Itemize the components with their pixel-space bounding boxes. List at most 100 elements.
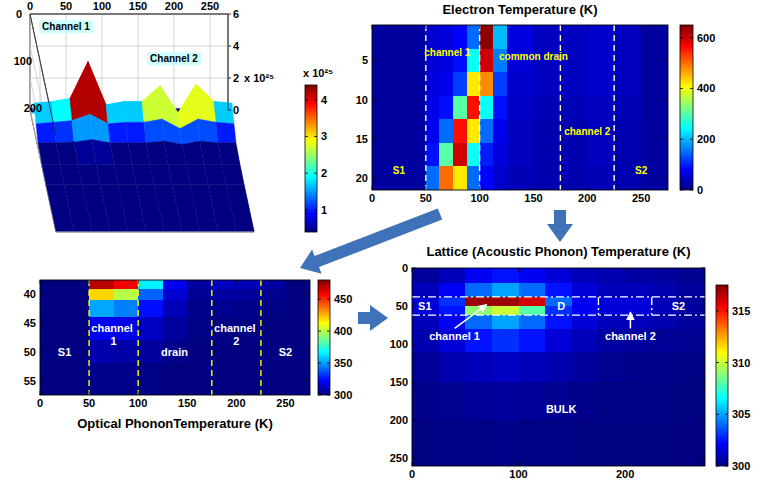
x-tick-label: 200 [227,397,245,409]
heat-cell [439,25,454,49]
heat-cell [285,363,310,395]
heat-cell [614,119,642,143]
y-tick [664,178,668,179]
heat-cell [453,166,468,190]
heat-cell [641,119,668,143]
heat-cell [545,268,572,284]
heat-cell [412,315,439,329]
surface-patch [180,119,200,144]
y-tick [372,60,376,61]
x-tick [518,268,519,272]
heat-cell [399,119,427,143]
heat-cell [587,96,615,120]
y-tick-label: 0 [402,262,408,274]
x-tick-label: 200 [165,0,183,12]
heat-cell [261,289,286,301]
heat-cell [439,119,454,143]
heat-cell [212,289,237,301]
x-tick [412,462,413,466]
heat-cell [641,143,668,167]
colorbar-tick [318,395,321,396]
heat-cell [625,420,652,466]
heat-cell [89,300,114,318]
heat-cell [598,268,625,284]
heat-cell [587,72,615,96]
heat-cell [519,420,546,466]
y-tick-label: 10 [356,94,368,106]
heat-cell [492,268,519,284]
x-tick-label: 200 [616,468,634,480]
y-tick [372,138,376,139]
annotation: Channel 2 [150,53,198,64]
colorbar-tick-label: 1 [321,204,327,216]
y-tick [701,458,705,459]
colorbar-tick [327,299,330,300]
heat-cell [507,72,535,96]
y-tick [701,306,705,307]
heat-cell [65,289,90,301]
surface-patch [196,84,216,122]
colorbar-tick-label: 0 [697,184,703,196]
heat-cell [261,300,286,318]
heat-cell [89,363,114,395]
colorbar-label: x 10²⁵ [303,67,333,79]
heat-cell [261,280,286,289]
x-tick [641,186,642,190]
y-tick [412,344,416,345]
heat-cell [625,352,652,383]
heat-cell [598,306,625,316]
annotation: channel 2 [214,322,259,346]
x-tick [372,25,373,29]
surface-patch [162,119,182,144]
heat-cell [372,119,400,143]
y-tick [412,420,416,421]
heat-cell [399,49,427,73]
colorbar-tick-label: 300 [732,460,750,472]
colorbar-tick-label: 310 [732,357,750,369]
heat-cell [236,289,261,301]
grid-line [30,14,228,15]
surface-patch [54,121,74,143]
surface-patch [36,122,56,143]
annotation-line: 2 [233,335,239,347]
x-tick [40,391,41,395]
heat-cell [372,49,400,73]
heat-cell [480,72,494,96]
colorbar-tick [318,363,321,364]
y-tick-label: 100 [390,338,408,350]
y-tick-label: 200 [24,102,42,114]
y-tick-label: 55 [24,375,36,387]
x-tick [372,186,373,190]
x-tick-label: 150 [524,192,542,204]
heat-cell [163,289,188,301]
heat-cell [533,166,561,190]
heat-cell [519,315,546,329]
colorbar-tick [305,136,308,137]
heat-cell [614,49,642,73]
z-tick-label: 4 [233,40,240,52]
y-tick [40,380,44,381]
heat-cell [587,25,615,49]
colorbar-tick [725,362,728,363]
heat-cell [89,280,114,289]
x-tick-label: 250 [276,397,294,409]
x-tick-label: 0 [409,468,415,480]
x-tick [533,186,534,190]
heat-cell [492,420,519,466]
surface-patch [142,86,162,123]
x-tick-label: 50 [60,0,72,12]
region-line [412,296,705,297]
heat-cell [519,352,546,383]
heat-cell [545,329,572,352]
heat-cell [652,420,679,466]
heat-cell [519,306,546,316]
heat-cell [614,25,642,49]
heat-cell [372,96,400,120]
colorbar-tick-label: 350 [334,357,352,369]
heat-cell [641,72,668,96]
heat-cell [163,280,188,289]
heat-cell [467,96,481,120]
colorbar-tick-label: 400 [697,82,715,94]
heat-cell [492,315,519,329]
heat-cell [572,382,599,421]
